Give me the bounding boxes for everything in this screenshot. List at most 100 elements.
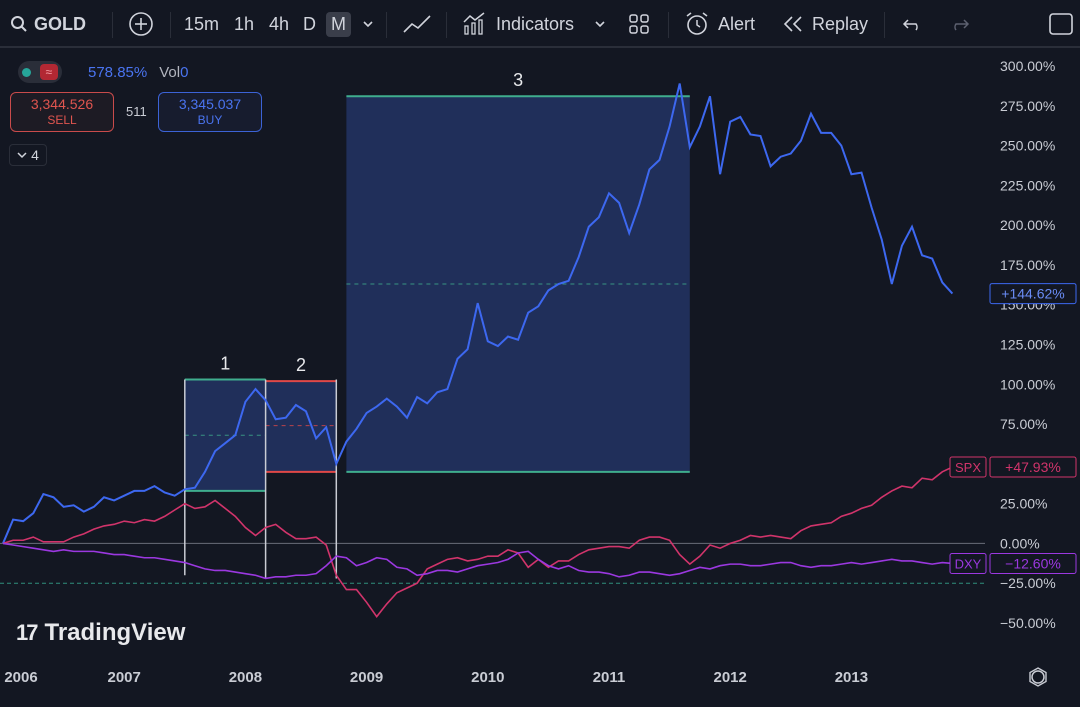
range-box-2 bbox=[265, 381, 337, 472]
interval-label: 1h bbox=[234, 13, 255, 34]
chart-type-button[interactable] bbox=[402, 0, 432, 48]
wave-icon: ≈ bbox=[39, 64, 58, 80]
last-value-box bbox=[989, 456, 1077, 478]
undo-icon bbox=[902, 19, 918, 31]
layout-button[interactable] bbox=[628, 0, 650, 48]
interval-label: D bbox=[303, 13, 316, 34]
search-icon bbox=[11, 16, 27, 32]
grid-layout-icon bbox=[629, 14, 649, 34]
interval-label: 4h bbox=[269, 13, 290, 34]
undo-button[interactable] bbox=[902, 0, 924, 48]
volume-label: Vol bbox=[159, 63, 181, 81]
interval-m[interactable]: M bbox=[326, 0, 351, 48]
redo-button[interactable] bbox=[948, 0, 970, 48]
redo-icon bbox=[954, 19, 970, 31]
y-tick-label: 300.00% bbox=[1000, 58, 1055, 74]
range-label: 3 bbox=[513, 70, 523, 90]
y-tick-label: 175.00% bbox=[1000, 257, 1055, 273]
logo-text: TradingView bbox=[44, 619, 186, 646]
buy-button[interactable]: 3,345.037 BUY bbox=[158, 92, 262, 132]
compare-button[interactable] bbox=[128, 0, 154, 48]
settings-icon bbox=[1031, 670, 1045, 684]
toolbar-divider bbox=[884, 12, 885, 38]
interval-label: M bbox=[326, 11, 351, 37]
alert-button[interactable]: Alert bbox=[684, 0, 755, 48]
fullscreen-button[interactable] bbox=[1048, 0, 1074, 48]
interval-1h[interactable]: 1h bbox=[234, 0, 254, 48]
y-tick-label: 0.00% bbox=[1000, 535, 1040, 551]
y-tick-label: 250.00% bbox=[1000, 138, 1055, 154]
volume-value: 0 bbox=[180, 63, 189, 81]
x-tick-label: 2006 bbox=[4, 669, 37, 686]
toolbar-divider bbox=[668, 12, 669, 38]
interval-label: 15m bbox=[184, 13, 220, 34]
y-tick-label: 75.00% bbox=[1000, 416, 1047, 432]
x-tick-label: 2007 bbox=[108, 669, 141, 686]
interval-15m[interactable]: 15m bbox=[184, 0, 219, 48]
spread-value: 511 bbox=[126, 104, 147, 119]
indicators-label: Indicators bbox=[496, 13, 575, 34]
series-tag-box bbox=[949, 552, 987, 574]
sell-button[interactable]: 3,344.526 SELL bbox=[10, 92, 114, 132]
range-label: 2 bbox=[296, 355, 306, 375]
change-percent: 578.85% bbox=[88, 63, 148, 81]
y-tick-label: 25.00% bbox=[1000, 496, 1047, 512]
last-value-label: −12.60% bbox=[1005, 555, 1061, 571]
symbol-name: GOLD bbox=[34, 13, 86, 34]
legend-row: ≈ 578.85% Vol 0 bbox=[18, 60, 188, 84]
add-circle-icon bbox=[129, 12, 153, 36]
series-tag-spx: SPX bbox=[955, 460, 981, 475]
range-label: 1 bbox=[220, 354, 230, 374]
x-tick-label: 2013 bbox=[835, 669, 868, 686]
y-tick-label: 125.00% bbox=[1000, 337, 1055, 353]
x-tick-label: 2008 bbox=[229, 669, 262, 686]
collapse-indicators-button[interactable]: 4 bbox=[9, 144, 47, 166]
series-tag-dxy: DXY bbox=[955, 556, 982, 571]
indicators-dropdown[interactable] bbox=[594, 0, 606, 48]
series-tag-box bbox=[949, 456, 987, 478]
buy-label: BUY bbox=[197, 113, 223, 127]
last-value-box bbox=[989, 283, 1077, 305]
sell-label: SELL bbox=[47, 113, 77, 127]
interval-4h[interactable]: 4h bbox=[269, 0, 289, 48]
x-tick-label: 2012 bbox=[714, 669, 747, 686]
y-tick-label: 225.00% bbox=[1000, 177, 1055, 193]
y-tick-label: −25.00% bbox=[1000, 575, 1056, 591]
y-tick-label: −50.00% bbox=[1000, 615, 1056, 631]
chart-area[interactable]: 300.00% 275.00% 250.00% 225.00% 200.00% 175.0… bbox=[0, 48, 1080, 702]
tradingview-logo: 17 TradingView bbox=[16, 619, 185, 647]
status-dot-icon bbox=[22, 67, 32, 77]
alarm-clock-icon bbox=[686, 12, 708, 35]
x-tick-label: 2009 bbox=[350, 669, 383, 686]
rewind-icon bbox=[783, 16, 802, 32]
alert-label: Alert bbox=[718, 13, 756, 34]
sell-price: 3,344.526 bbox=[30, 96, 94, 112]
buy-price: 3,345.037 bbox=[178, 96, 242, 112]
collapsed-count: 4 bbox=[31, 147, 39, 163]
indicators-button[interactable]: Indicators bbox=[462, 0, 574, 48]
top-toolbar: GOLD 15m 1h 4h D M Indicators bbox=[0, 0, 1080, 48]
last-value-box bbox=[989, 552, 1077, 574]
symbol-search[interactable]: GOLD bbox=[10, 0, 86, 48]
line-chart-icon bbox=[403, 15, 431, 33]
series-line-gold bbox=[2, 83, 954, 544]
toolbar-divider bbox=[386, 12, 387, 38]
replay-button[interactable]: Replay bbox=[782, 0, 868, 48]
last-value-label: +144.62% bbox=[1001, 286, 1064, 302]
visibility-toggle[interactable]: ≈ bbox=[18, 61, 62, 83]
chevron-down-icon bbox=[363, 21, 373, 28]
x-tick-label: 2010 bbox=[471, 669, 504, 686]
chevron-down-icon bbox=[17, 152, 27, 159]
price-chart[interactable]: 300.00%275.00%250.00%225.00%200.00%175.0… bbox=[0, 48, 1080, 702]
x-tick-label: 2011 bbox=[593, 669, 626, 686]
replay-label: Replay bbox=[812, 13, 869, 34]
toolbar-divider bbox=[112, 12, 113, 38]
chevron-down-icon bbox=[595, 21, 605, 28]
series-line-dxy bbox=[2, 542, 953, 580]
y-tick-label: 200.00% bbox=[1000, 217, 1055, 233]
square-icon bbox=[1049, 13, 1073, 35]
interval-d[interactable]: D bbox=[303, 0, 316, 48]
toolbar-divider bbox=[170, 12, 171, 38]
interval-dropdown[interactable] bbox=[362, 0, 374, 48]
y-tick-label: 100.00% bbox=[1000, 376, 1055, 392]
